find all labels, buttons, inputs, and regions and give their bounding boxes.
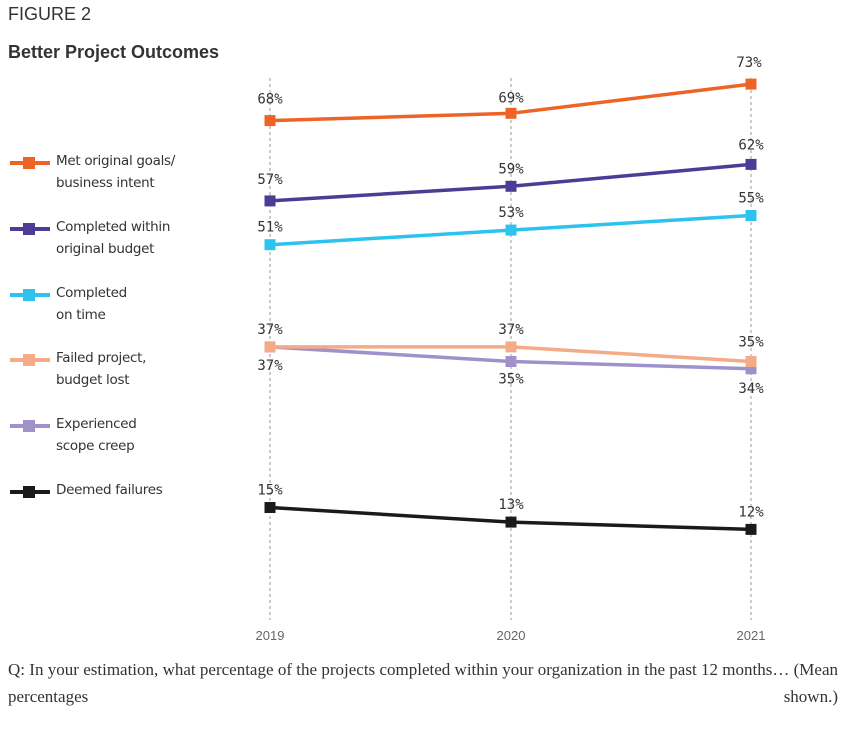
legend-swatch xyxy=(10,223,50,235)
data-label-2-1: 53% xyxy=(498,205,524,221)
data-point-2-1 xyxy=(505,224,517,236)
data-point-2-2 xyxy=(745,210,757,221)
data-label-0-2: 73% xyxy=(736,55,762,71)
legend-swatch xyxy=(10,354,50,366)
data-point-0-2 xyxy=(745,78,757,90)
data-label-2-2: 55% xyxy=(738,191,764,207)
legend-item-scope-creep: Experienced scope creep xyxy=(10,413,210,457)
data-point-5-1 xyxy=(505,516,517,528)
data-point-5-2 xyxy=(745,523,757,535)
data-point-5-0 xyxy=(264,502,276,513)
data-label-3-0: 37% xyxy=(257,322,283,338)
legend-item-met-goals: Met original goals/ business intent xyxy=(10,150,210,194)
data-label-3-2: 35% xyxy=(738,335,764,351)
data-point-1-1 xyxy=(505,180,517,192)
data-label-4-0: 37% xyxy=(257,358,283,374)
legend-swatch xyxy=(10,289,50,301)
data-point-0-0 xyxy=(264,115,276,127)
legend-item-deemed-failures: Deemed failures xyxy=(10,479,210,523)
data-label-3-1: 37% xyxy=(498,322,524,338)
legend-label: Completed on time xyxy=(56,285,127,323)
data-label-0-0: 68% xyxy=(257,92,283,108)
legend-label: Failed project, budget lost xyxy=(56,350,147,388)
data-point-4-2 xyxy=(745,363,757,375)
line-chart: 2019 2020 2021 68% 69% 73% 57% 59% 62% 51% 53% 55% 3… xyxy=(256,55,766,643)
data-point-3-1 xyxy=(505,341,517,353)
data-label-1-2: 62% xyxy=(738,137,764,153)
legend-swatch xyxy=(10,420,50,432)
x-tick-label-2019: 2019 xyxy=(256,628,285,643)
data-point-2-0 xyxy=(264,239,276,251)
data-point-1-0 xyxy=(264,195,276,207)
data-label-0-1: 69% xyxy=(498,90,524,106)
legend-label: Experienced scope creep xyxy=(56,416,137,454)
data-label-5-2: 12% xyxy=(738,504,764,520)
data-label-4-2: 34% xyxy=(738,381,764,397)
x-tick-label-2020: 2020 xyxy=(497,628,526,643)
chart-title: Better Project Outcomes xyxy=(8,42,220,62)
legend-label: Deemed failures xyxy=(56,482,163,498)
legend-swatch xyxy=(10,157,50,169)
data-label-5-1: 13% xyxy=(498,497,524,513)
legend-item-failed-project: Failed project, budget lost xyxy=(10,347,210,391)
data-point-4-1 xyxy=(505,356,517,367)
data-point-0-1 xyxy=(505,107,517,119)
data-label-1-1: 59% xyxy=(498,161,524,177)
legend-swatch xyxy=(10,486,50,498)
question-caption: Q: In your estimation, what percentage o… xyxy=(8,660,838,706)
data-point-3-2 xyxy=(745,356,757,367)
data-label-1-0: 57% xyxy=(257,172,283,188)
legend-label: Completed within original budget xyxy=(56,219,171,257)
data-point-3-0 xyxy=(264,341,276,353)
data-point-1-2 xyxy=(745,158,757,170)
data-label-4-1: 35% xyxy=(498,372,524,388)
legend-item-within-budget: Completed within original budget xyxy=(10,216,210,260)
legend-item-on-time: Completed on time xyxy=(10,282,210,326)
legend-label: Met original goals/ business intent xyxy=(56,153,176,191)
figure-label: FIGURE 2 xyxy=(8,4,92,24)
x-tick-label-2021: 2021 xyxy=(737,628,766,643)
data-label-2-0: 51% xyxy=(257,220,283,236)
data-label-5-0: 15% xyxy=(257,483,283,499)
